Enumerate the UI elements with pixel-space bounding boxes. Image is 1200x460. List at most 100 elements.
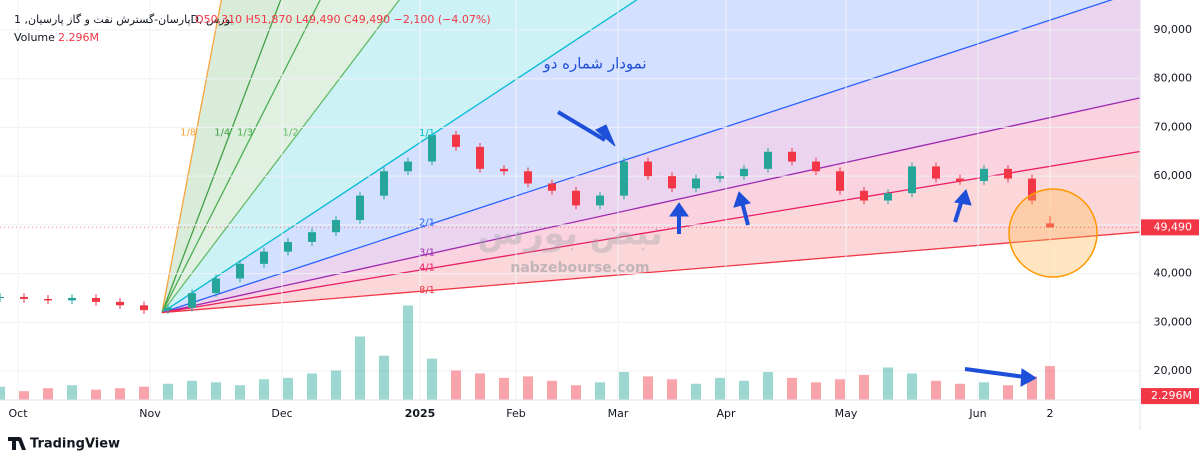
- fan-line: [161, 97, 1140, 314]
- volume-bar: [835, 379, 845, 400]
- candle-body: [860, 190, 868, 201]
- fan-label: 1/8: [180, 128, 196, 139]
- volume-bar: [715, 377, 725, 400]
- x-tick-label: 2: [1047, 407, 1054, 420]
- candle-body: [356, 195, 364, 221]
- candle-body: [956, 178, 964, 182]
- volume-bar: [67, 385, 77, 400]
- volume-bar: [1027, 376, 1037, 400]
- gann-fan: [161, 0, 1140, 314]
- arrow-head: [1020, 368, 1037, 387]
- arrow-head: [595, 124, 616, 147]
- volume-bar: [859, 374, 869, 400]
- last-price-label: 49,490: [1154, 220, 1193, 233]
- arrow-head: [733, 191, 751, 208]
- fan-label: 1/4: [214, 128, 230, 139]
- last-price-box: [1141, 219, 1199, 236]
- volume-bar: [643, 376, 653, 400]
- volume-bar: [787, 377, 797, 400]
- candle-body: [1004, 168, 1012, 179]
- annotation: نمودار شماره دو: [542, 55, 646, 73]
- volume-bar: [691, 383, 701, 400]
- fan-line: [161, 150, 1140, 314]
- candle-body: [188, 293, 196, 308]
- candle-body: [740, 168, 748, 177]
- candle-body: [236, 263, 244, 279]
- watermark-logo: نبض بورس: [477, 214, 662, 254]
- volume-bar: [451, 370, 461, 400]
- arrow: [556, 110, 607, 142]
- volume-bar: [0, 386, 5, 400]
- candle-body: [1046, 223, 1054, 228]
- fan-label: 1/1: [419, 128, 435, 139]
- candle-body: [332, 220, 340, 233]
- symbol: پارسان-گسترش نفت و گاز پارسیان, 1D, بورس: [14, 13, 233, 26]
- candle-body: [596, 195, 604, 206]
- candle-body: [620, 161, 628, 196]
- volume-legend-value: 2.296M: [58, 31, 99, 44]
- volume-bar: [331, 370, 341, 400]
- fan-label: 1/3: [237, 128, 253, 139]
- watermark-site: nabzebourse.com: [510, 260, 649, 276]
- volume-bar: [187, 380, 197, 400]
- candle-body: [1028, 178, 1036, 201]
- candle-body: [20, 296, 28, 299]
- candle-body: [572, 190, 580, 206]
- volume-bar: [163, 383, 173, 400]
- fan-label: 4/1: [419, 263, 435, 274]
- fan-fill: [162, 0, 1140, 313]
- x-tick-label: Oct: [8, 407, 28, 420]
- candle-body: [68, 297, 76, 301]
- candle-body: [716, 176, 724, 179]
- candle-body: [92, 297, 100, 302]
- candle-body: [116, 301, 124, 306]
- candles: [0, 130, 1054, 315]
- x-tick-label: Dec: [271, 407, 292, 420]
- arrow: [740, 201, 750, 226]
- x-tick-label: Nov: [139, 407, 161, 420]
- candle-body: [164, 307, 172, 311]
- volume-bar: [667, 379, 677, 400]
- volume-bar: [619, 371, 629, 400]
- fan-line: [161, 0, 638, 314]
- candle-body: [428, 134, 436, 162]
- volume-bar: [979, 382, 989, 400]
- y-tick-label: 30,000: [1154, 315, 1193, 328]
- volume-bar: [403, 305, 413, 400]
- volume-bar: [139, 386, 149, 400]
- candle-body: [764, 151, 772, 169]
- fan-line: [161, 0, 1114, 314]
- fan-line: [161, 231, 1140, 314]
- volume-bar: [355, 336, 365, 400]
- candle-body: [788, 151, 796, 162]
- candle-body: [140, 305, 148, 311]
- candle-body: [812, 161, 820, 172]
- candle-body: [404, 161, 412, 172]
- axes: 20,00030,00040,00050,00060,00070,00080,0…: [8, 23, 1192, 420]
- candle-body: [932, 166, 940, 179]
- candle-body: [908, 166, 916, 194]
- candle-body: [524, 171, 532, 184]
- fan-label: 2/1: [419, 218, 435, 229]
- volume-bar: [763, 371, 773, 400]
- candle-body: [260, 251, 268, 264]
- last-volume-box: [1141, 388, 1199, 405]
- candle-body: [836, 171, 844, 191]
- volume-bar: [499, 377, 509, 400]
- arrows: [556, 110, 1037, 387]
- highlight-circle: [1008, 188, 1098, 278]
- candle-body: [644, 161, 652, 177]
- arrow: [964, 367, 1026, 379]
- candle-body: [500, 168, 508, 172]
- volume-bar: [43, 388, 53, 400]
- volume-bar: [427, 358, 437, 400]
- volume-bar: [1045, 366, 1055, 400]
- volume-bar: [1003, 385, 1013, 400]
- candle-body: [44, 298, 52, 301]
- volume-bar: [235, 385, 245, 400]
- candle-body: [0, 296, 4, 298]
- volume-bar: [259, 379, 269, 400]
- volume-bar: [283, 377, 293, 400]
- volume-bar: [19, 391, 29, 400]
